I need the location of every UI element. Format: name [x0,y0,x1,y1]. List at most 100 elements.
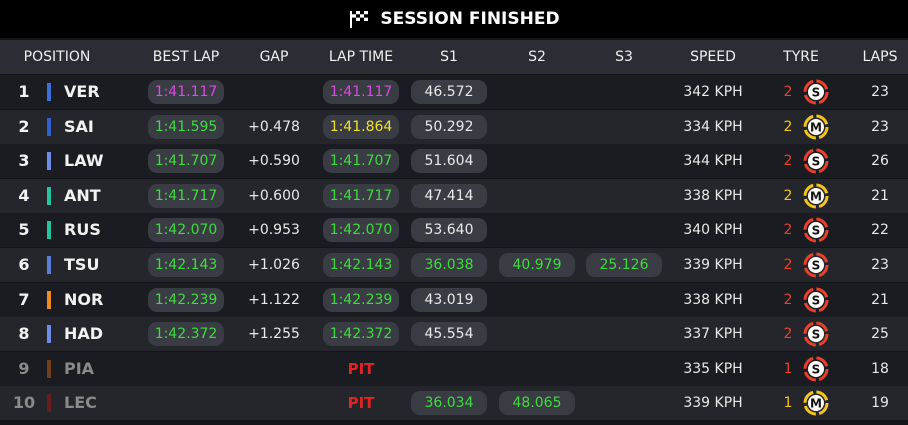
speed: 338 KPH [683,291,743,308]
laps: 21 [871,187,889,204]
s1: 50.292 [411,114,487,139]
position: 4 [18,185,30,205]
tyre-disc [808,84,824,100]
column-header: POSITION BEST LAP GAP LAP TIME S1 S2 S3 SPEED TY… [0,40,908,74]
tyre-age: 2 [783,118,793,135]
laps: 18 [871,360,889,377]
lap-time: 1:42.143 [323,253,399,277]
tyre-disc [808,360,824,377]
laps: 22 [871,222,889,239]
title: SESSION FINISHED [380,9,560,29]
tyre-age: 1 [783,360,793,377]
team-bar [47,83,51,101]
title-bar: SESSION FINISHED [0,0,908,38]
s1: 36.034 [411,391,487,416]
tyre-ring [803,252,829,278]
position: 2 [18,116,30,136]
tyre-icon: S [803,321,829,347]
driver: NOR [64,289,104,309]
tyre-compound: S [812,328,821,342]
tyre-icon: M [803,390,829,416]
s3: 25.126 [586,253,662,277]
laps: 23 [871,257,889,273]
tyre-disc [808,153,824,170]
tyre-age: 2 [783,187,793,204]
best-lap: 1:41.717 [148,183,224,208]
tyre-age: 2 [783,153,793,170]
team-bar [47,221,51,240]
tyre-age: 2 [783,326,793,343]
driver-row: 3 LAW 1:41.707 +0.590 1:41.707 51.604 344 KPH 2… [0,144,908,179]
tyre-compound: M [810,397,822,411]
speed: 340 KPH [683,222,743,239]
tyre-ring [803,390,829,416]
team-bar [47,290,51,309]
tyre-ring [803,321,829,347]
driver: VER [64,82,100,101]
speed: 334 KPH [683,118,743,135]
tyre-disc [808,326,824,343]
tyre-age: 2 [783,291,793,308]
lap-time: PIT [347,394,375,413]
driver-row: 8 HAD 1:42.372 +1.255 1:42.372 45.554 337 KPH 2… [0,317,908,352]
speed: 344 KPH [683,153,743,170]
best-lap: 1:41.117 [148,80,224,104]
tyre-compound: S [812,86,821,100]
best-lap: 1:41.707 [148,149,224,174]
speed: 338 KPH [683,187,743,204]
team-bar [47,325,51,344]
s1: 47.414 [411,183,487,208]
tyre-disc [808,222,824,239]
lap-time: 1:42.372 [323,322,399,347]
tyre-age: 2 [783,84,793,100]
speed: 339 KPH [683,395,743,412]
gap: +0.590 [248,153,300,170]
position: 8 [18,324,30,344]
laps: 21 [871,291,889,308]
lap-time: 1:41.117 [323,80,399,104]
driver-row: 10 LEC PIT 36.034 48.065 339 KPH 1 M 19 [0,386,908,421]
laps: 23 [871,84,889,100]
position: 6 [18,255,30,274]
laps: 26 [871,153,889,170]
gap: +1.255 [248,326,300,343]
speed: 339 KPH [683,257,743,273]
speed: 342 KPH [683,84,743,100]
position: 5 [18,220,30,240]
tyre-icon: S [803,252,829,278]
tyre-disc [808,291,824,308]
team-bar [47,359,51,378]
column-label: BEST LAP [152,49,220,65]
tyre-compound: M [810,189,822,203]
driver: RUS [64,220,101,240]
column-label: GAP [259,49,289,65]
lap-time: 1:41.707 [323,149,399,174]
speed: 335 KPH [683,360,743,377]
tyre-compound: M [810,120,822,134]
s1: 43.019 [411,287,487,312]
best-lap: 1:41.595 [148,114,224,139]
s1: 53.640 [411,218,487,243]
tyre-ring [803,183,829,209]
column-label: S2 [528,49,546,65]
tyre-compound: S [812,259,821,273]
column-label: POSITION [23,49,91,65]
tyre-compound: S [812,293,821,307]
tyre-icon: S [803,217,829,243]
team-bar [47,186,51,205]
driver: PIA [64,358,95,378]
tyre-compound: S [812,224,821,238]
driver-row: 7 NOR 1:42.239 +1.122 1:42.239 43.019 338 KPH 2… [0,282,908,317]
team-bar [47,394,51,413]
driver: LAW [64,151,104,171]
driver-row: 4 ANT 1:41.717 +0.600 1:41.717 47.414 338 KPH 2… [0,178,908,213]
tyre-icon: S [803,287,829,313]
lap-time: 1:41.864 [323,114,399,139]
best-lap: 1:42.143 [148,253,224,277]
column-label: LAPS [862,49,898,65]
lap-time: 1:42.239 [323,287,399,312]
best-lap: 1:42.372 [148,322,224,347]
column-label: S1 [440,49,458,65]
tyre-icon: M [803,183,829,209]
